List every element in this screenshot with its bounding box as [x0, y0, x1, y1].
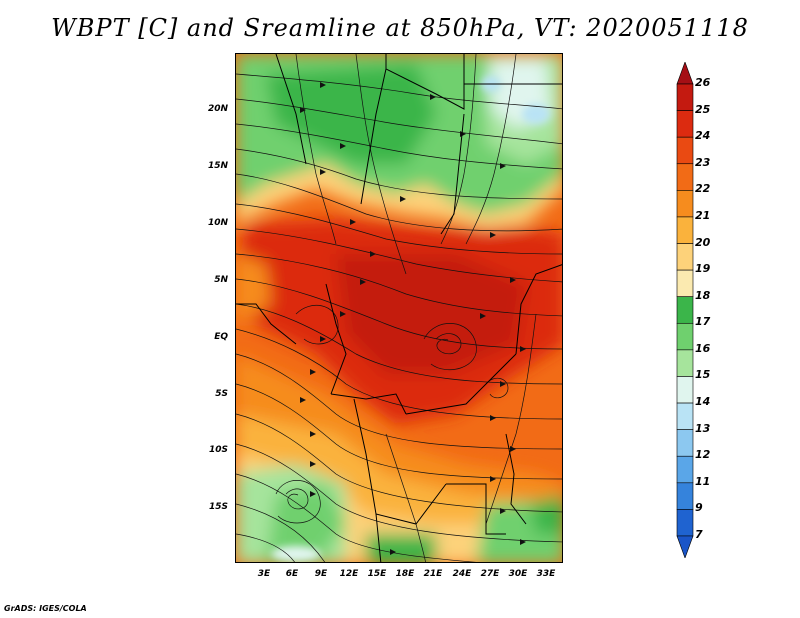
colorbar-box: [676, 216, 694, 244]
colorbar-box: [676, 322, 694, 351]
lon-label-15e: 15E: [367, 569, 387, 579]
lon-label-12e: 12E: [339, 569, 359, 579]
colorbar-label: 16: [695, 341, 711, 355]
lat-label-20n: 20N: [207, 104, 228, 114]
colorbar-label: 20: [695, 235, 711, 249]
colorbar-label: 17: [695, 315, 711, 329]
colorbar-box: [676, 402, 694, 430]
streamline-arrows: [300, 82, 526, 555]
colorbar-bottom-triangle: [676, 535, 694, 558]
lon-label-3e: 3E: [257, 569, 271, 579]
colorbar-box: [676, 163, 694, 191]
lat-label-10s: 10S: [208, 445, 228, 455]
colorbar-label: 22: [695, 182, 711, 196]
colorbar-box: [676, 455, 694, 484]
colorbar-label: 11: [695, 474, 711, 488]
credit-text: GrADS: IGES/COLA: [4, 604, 87, 613]
colorbar-label: 13: [695, 421, 711, 435]
colorbar-label: 23: [695, 155, 711, 169]
colorbar-label: 15: [695, 368, 711, 382]
lon-label-24e: 24E: [452, 569, 472, 579]
lat-label-eq: EQ: [214, 332, 228, 342]
lon-label-6e: 6E: [285, 569, 299, 579]
lon-label-9e: 9E: [314, 569, 328, 579]
colorbar-box: [676, 269, 694, 298]
colorbar-box: [676, 349, 694, 377]
colorbar-label: 19: [695, 262, 711, 276]
colorbar: [676, 62, 694, 558]
colorbar-box: [676, 190, 694, 218]
chart-title: WBPT [C] and Sreamline at 850hPa, VT: 20…: [51, 14, 749, 42]
colorbar-top-triangle: [676, 62, 694, 85]
colorbar-box: [676, 83, 694, 111]
colorbar-label: 26: [695, 76, 711, 89]
lat-label-15s: 15S: [208, 502, 228, 512]
colorbar-label: 14: [695, 395, 711, 409]
lat-label-5n: 5N: [214, 275, 228, 285]
lat-label-5s: 5S: [215, 389, 228, 399]
colorbar-label: 25: [695, 102, 711, 116]
colorbar-box: [676, 136, 694, 165]
colorbar-label: 9: [695, 501, 703, 515]
lon-label-33e: 33E: [536, 569, 556, 579]
colorbar-box: [676, 296, 694, 324]
colorbar-label: 7: [695, 528, 703, 541]
colorbar-box: [676, 243, 694, 271]
map-panel: [235, 53, 563, 563]
colorbar-box: [676, 429, 694, 457]
colorbar-label: 18: [695, 288, 711, 302]
lat-label-10n: 10N: [207, 218, 228, 228]
lon-label-18e: 18E: [395, 569, 415, 579]
colorbar-box: [676, 110, 694, 138]
colorbar-label: 21: [695, 208, 711, 222]
colorbar-label: 24: [695, 129, 711, 143]
country-borders: [236, 54, 562, 562]
lon-label-30e: 30E: [508, 569, 528, 579]
wbpt-field: [236, 54, 562, 562]
colorbar-box: [676, 509, 694, 537]
lon-label-27e: 27E: [480, 569, 500, 579]
lon-label-21e: 21E: [423, 569, 443, 579]
colorbar-label: 12: [695, 448, 711, 462]
lat-label-15n: 15N: [207, 161, 228, 171]
colorbar-box: [676, 482, 694, 510]
colorbar-box: [676, 376, 694, 404]
